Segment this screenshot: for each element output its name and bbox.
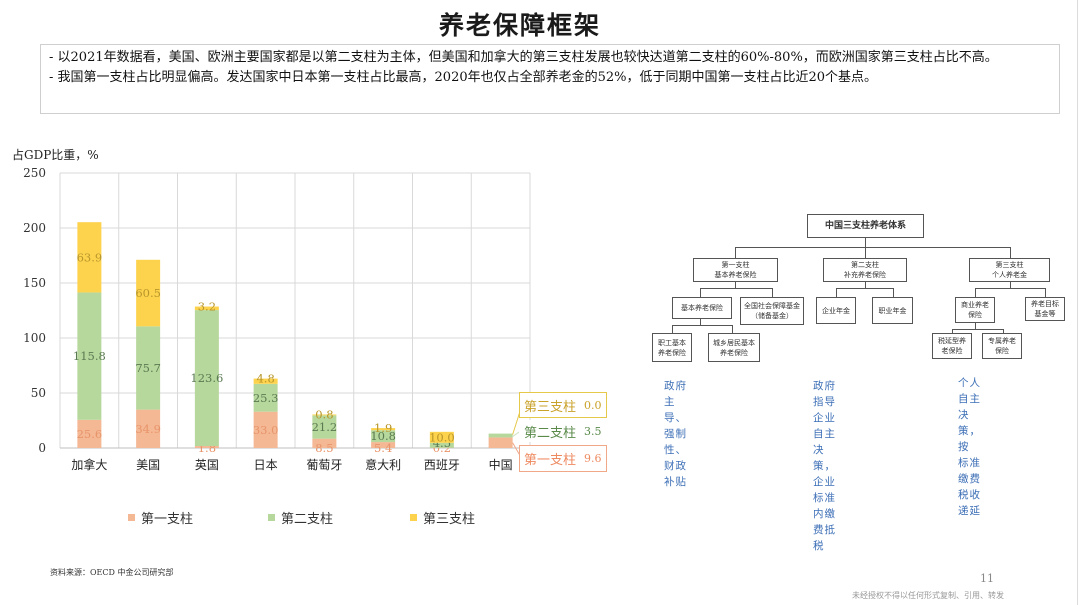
page-number: 11: [980, 572, 994, 585]
bar-segment: [429, 431, 454, 443]
bar-segment: [371, 430, 396, 443]
bar-segment: [194, 306, 219, 311]
legend-label: 第二支柱: [281, 512, 334, 527]
legend-swatch-pillar-3: [410, 514, 417, 521]
org-enterprise-annuity-box: 企业年金: [816, 297, 856, 324]
bar-segment: [429, 442, 454, 448]
org-basic-pension-box: 基本养老保险: [672, 297, 732, 319]
svg-text:50: 50: [31, 386, 46, 400]
svg-text:25.6: 25.6: [77, 427, 103, 441]
bar-segment: [371, 428, 396, 431]
stacked-bar-chart: 0 50 100 150 200 250 25.6 115.8 63.9 加拿大 34.9 75.7 6…: [23, 166, 531, 472]
bar-segment: [136, 259, 161, 327]
svg-text:150: 150: [23, 276, 46, 290]
org-pillar-3-box: 第三支柱 个人养老金: [969, 258, 1050, 282]
svg-text:250: 250: [23, 166, 46, 180]
bar-segment: [312, 415, 337, 439]
org-commercial-insurance-box: 商业养老 保险: [955, 297, 995, 323]
bar-segment: [136, 409, 161, 448]
slide-title: 养老保障框架: [438, 11, 601, 40]
org-resident-pension-box: 城乡居民基本 养老保险: [708, 333, 760, 362]
note-pillar-2: 政府指导企业自主决策， 企业标准内缴费抵税: [813, 380, 836, 552]
org-exclusive-pension-box: 专属养老 保险: [982, 333, 1022, 359]
bar-segment: [312, 414, 337, 416]
org-employee-pension-box: 职工基本 养老保险: [652, 333, 692, 362]
summary-box: - 以2021年数据看，美国、欧洲主要国家都是以第二支柱为主体，但美国和加拿大的…: [40, 44, 1060, 114]
legend-label: 第三支柱: [423, 512, 476, 527]
org-target-fund-box: 养老目标 基金等: [1025, 297, 1065, 321]
legend-item-pillar-2: 第二支柱: [268, 508, 333, 527]
svg-text:115.8: 115.8: [73, 349, 106, 363]
legend-swatch-pillar-2: [268, 514, 275, 521]
svg-text:1.9: 1.9: [374, 421, 392, 435]
svg-text:西班牙: 西班牙: [424, 458, 460, 472]
svg-text:10.0: 10.0: [429, 430, 455, 444]
svg-text:中国: 中国: [489, 457, 513, 472]
bar-segment: [253, 383, 278, 412]
bar-segment: [77, 292, 102, 420]
svg-text:100: 100: [23, 331, 46, 345]
svg-text:10.8: 10.8: [370, 429, 396, 443]
callout-pillar-3: 第三支柱 0.0: [519, 392, 607, 418]
svg-text:日本: 日本: [254, 458, 278, 472]
legend-swatch-pillar-1: [128, 514, 135, 521]
org-pillar-1-box: 第一支柱 基本养老保险: [693, 258, 778, 282]
legend-item-pillar-3: 第三支柱: [410, 508, 475, 527]
y-axis-label: 占GDP比重，%: [12, 148, 99, 162]
legend-label: 第一支柱: [141, 512, 194, 527]
svg-text:21.2: 21.2: [312, 420, 338, 434]
svg-text:0.8: 0.8: [315, 407, 333, 421]
bar-segment: [371, 442, 396, 448]
svg-text:0: 0: [38, 441, 46, 455]
svg-text:200: 200: [23, 221, 46, 235]
svg-text:8.5: 8.5: [315, 441, 333, 455]
bar-segment: [253, 411, 278, 448]
bar-segment: [253, 378, 278, 384]
bar-segment: [194, 446, 219, 448]
bar-segment: [77, 419, 102, 448]
svg-text:34.9: 34.9: [135, 422, 161, 436]
bar-segment: [194, 310, 219, 447]
svg-text:英国: 英国: [195, 458, 219, 472]
copyright-notice: 未经授权不得以任何形式复制、引用、转发: [852, 591, 1004, 600]
svg-text:葡萄牙: 葡萄牙: [306, 458, 342, 472]
org-pillar-2-box: 第二支柱 补充养老保险: [823, 258, 907, 282]
svg-text:75.7: 75.7: [135, 361, 161, 375]
svg-text:3.2: 3.2: [198, 300, 216, 314]
slide-edge: [1077, 0, 1078, 605]
callout-pillar-2: 第二支柱 3.5: [519, 420, 607, 442]
svg-text:25.3: 25.3: [253, 391, 279, 405]
legend-item-pillar-1: 第一支柱: [128, 508, 193, 527]
svg-text:63.9: 63.9: [77, 250, 103, 264]
org-tax-deferred-box: 税延型养 老保险: [932, 333, 972, 359]
org-root-box: 中国三支柱养老体系: [807, 214, 924, 238]
note-pillar-1: 政府主导、强制性、 财政补贴: [664, 380, 687, 488]
source-note: 资料来源：OECD 中金公司研究部: [50, 568, 174, 577]
svg-text:加拿大: 加拿大: [71, 457, 107, 472]
svg-text:5.4: 5.4: [374, 441, 392, 455]
summary-bullet-1: - 以2021年数据看，美国、欧洲主要国家都是以第二支柱为主体，但美国和加拿大的…: [49, 50, 998, 65]
svg-text:意大利: 意大利: [365, 457, 401, 472]
org-social-security-fund-box: 全国社会保障基金 （储备基金）: [740, 297, 804, 325]
bar-segment: [136, 326, 161, 410]
svg-text:美国: 美国: [136, 458, 160, 472]
svg-text:60.5: 60.5: [135, 286, 161, 300]
callout-pillar-1: 第一支柱 9.6: [519, 445, 607, 472]
bar-segment: [488, 437, 513, 448]
svg-text:123.6: 123.6: [190, 371, 223, 385]
org-occupational-annuity-box: 职业年金: [872, 297, 913, 324]
svg-text:4.8: 4.8: [256, 372, 274, 386]
bar-segment: [488, 433, 513, 438]
bar-segment: [312, 438, 337, 448]
svg-text:33.0: 33.0: [253, 423, 279, 437]
summary-bullet-2: - 我国第一支柱占比明显偏高。发达国家中日本第一支柱占比最高，2020年也仅占全…: [49, 69, 878, 85]
bar-segment: [77, 222, 102, 293]
note-pillar-3: 个人自主决策，按 标准缴费税收递延: [958, 377, 981, 517]
